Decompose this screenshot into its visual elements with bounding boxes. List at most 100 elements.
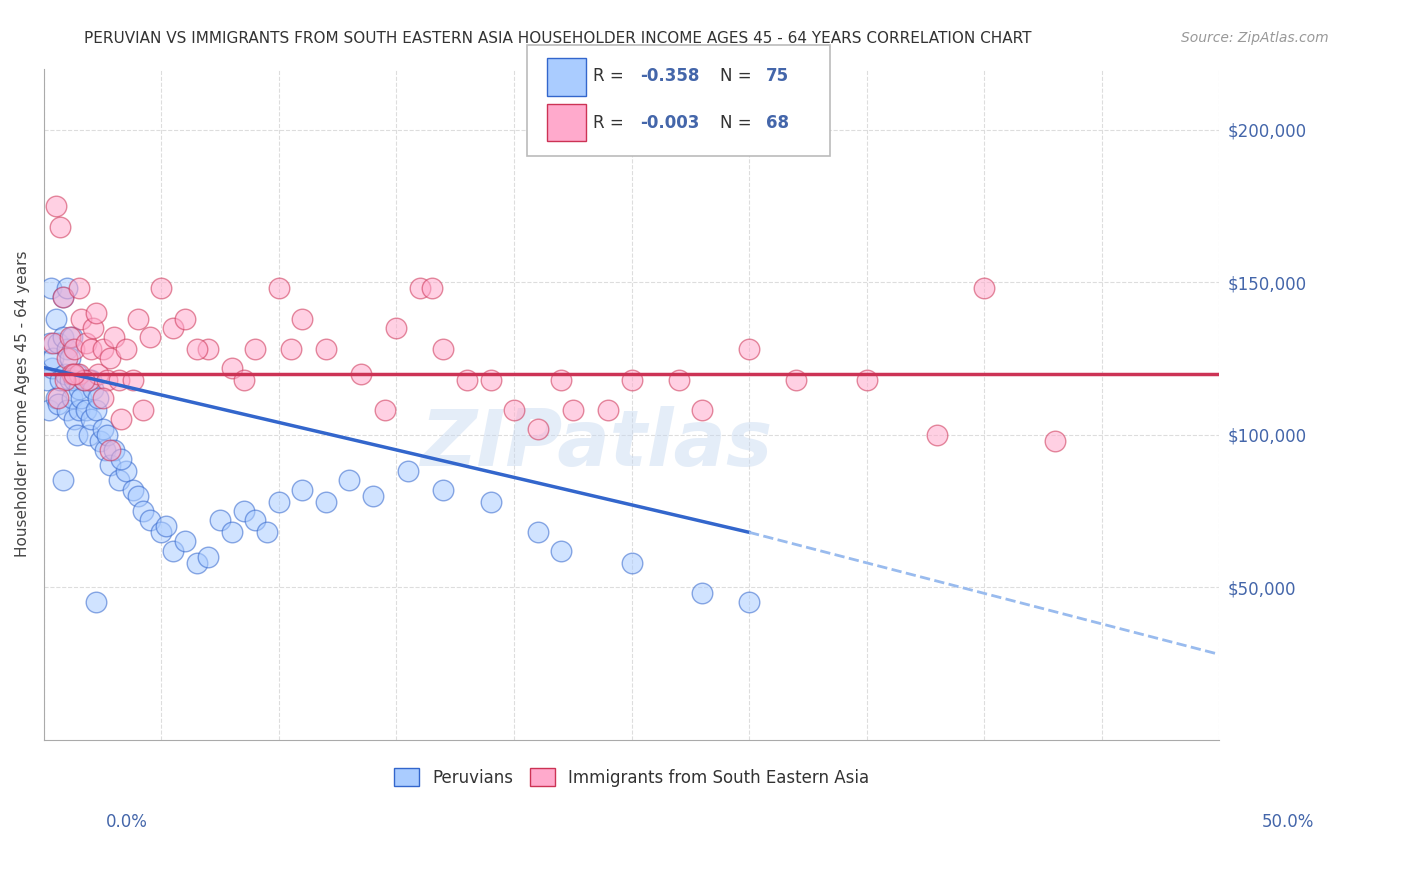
Point	[87, 367, 110, 381]
Point	[267, 495, 290, 509]
Point	[53, 373, 76, 387]
Point	[738, 343, 761, 357]
Point	[162, 543, 184, 558]
Point	[115, 464, 138, 478]
Point	[94, 442, 117, 457]
Point	[385, 321, 408, 335]
Point	[89, 434, 111, 448]
Point	[350, 367, 373, 381]
Point	[127, 489, 149, 503]
Point	[56, 351, 79, 366]
Point	[245, 513, 267, 527]
Point	[186, 343, 208, 357]
Point	[690, 586, 713, 600]
Point	[561, 403, 583, 417]
Point	[80, 343, 103, 357]
Text: 50.0%: 50.0%	[1263, 813, 1315, 830]
Point	[197, 343, 219, 357]
Point	[67, 403, 90, 417]
Point	[53, 367, 76, 381]
Point	[503, 403, 526, 417]
Point	[432, 343, 454, 357]
Point	[52, 290, 75, 304]
Point	[59, 351, 82, 366]
Point	[256, 525, 278, 540]
Point	[927, 427, 949, 442]
Point	[82, 382, 104, 396]
Point	[91, 343, 114, 357]
Point	[620, 373, 643, 387]
Point	[339, 474, 361, 488]
Point	[550, 543, 572, 558]
Point	[150, 525, 173, 540]
Point	[45, 311, 67, 326]
Point	[45, 199, 67, 213]
Text: N =: N =	[720, 114, 756, 132]
Point	[738, 595, 761, 609]
Point	[785, 373, 807, 387]
Point	[138, 513, 160, 527]
Point	[82, 321, 104, 335]
Y-axis label: Householder Income Ages 45 - 64 years: Householder Income Ages 45 - 64 years	[15, 251, 30, 558]
Point	[232, 373, 254, 387]
Point	[174, 534, 197, 549]
Point	[42, 351, 65, 366]
Point	[63, 373, 86, 387]
Point	[77, 373, 100, 387]
Point	[108, 373, 131, 387]
Point	[63, 367, 86, 381]
Point	[526, 525, 548, 540]
Point	[73, 373, 96, 387]
Text: PERUVIAN VS IMMIGRANTS FROM SOUTH EASTERN ASIA HOUSEHOLDER INCOME AGES 45 - 64 Y: PERUVIAN VS IMMIGRANTS FROM SOUTH EASTER…	[84, 31, 1032, 46]
Point	[122, 373, 145, 387]
Point	[63, 412, 86, 426]
Point	[690, 403, 713, 417]
Point	[38, 403, 60, 417]
Point	[49, 220, 72, 235]
Point	[67, 367, 90, 381]
Point	[59, 373, 82, 387]
Point	[49, 373, 72, 387]
Point	[98, 351, 121, 366]
Point	[420, 281, 443, 295]
Point	[84, 305, 107, 319]
Point	[56, 343, 79, 357]
Point	[209, 513, 232, 527]
Point	[479, 373, 502, 387]
Point	[232, 504, 254, 518]
Point	[620, 556, 643, 570]
Text: R =: R =	[593, 67, 630, 86]
Point	[87, 391, 110, 405]
Point	[108, 474, 131, 488]
Point	[315, 343, 337, 357]
Point	[115, 343, 138, 357]
Point	[91, 391, 114, 405]
Text: 68: 68	[766, 114, 789, 132]
Point	[131, 504, 153, 518]
Point	[96, 373, 118, 387]
Point	[38, 336, 60, 351]
Point	[973, 281, 995, 295]
Point	[110, 452, 132, 467]
Text: 75: 75	[766, 67, 789, 86]
Point	[63, 343, 86, 357]
Point	[60, 391, 83, 405]
Point	[46, 397, 69, 411]
Point	[374, 403, 396, 417]
Point	[280, 343, 302, 357]
Point	[150, 281, 173, 295]
Point	[596, 403, 619, 417]
Point	[75, 336, 97, 351]
Point	[59, 330, 82, 344]
Point	[138, 330, 160, 344]
Point	[66, 427, 89, 442]
Point	[409, 281, 432, 295]
Point	[103, 330, 125, 344]
Text: Source: ZipAtlas.com: Source: ZipAtlas.com	[1181, 31, 1329, 45]
Point	[56, 281, 79, 295]
Point	[80, 412, 103, 426]
Point	[155, 519, 177, 533]
Point	[73, 373, 96, 387]
Point	[131, 403, 153, 417]
Point	[96, 427, 118, 442]
